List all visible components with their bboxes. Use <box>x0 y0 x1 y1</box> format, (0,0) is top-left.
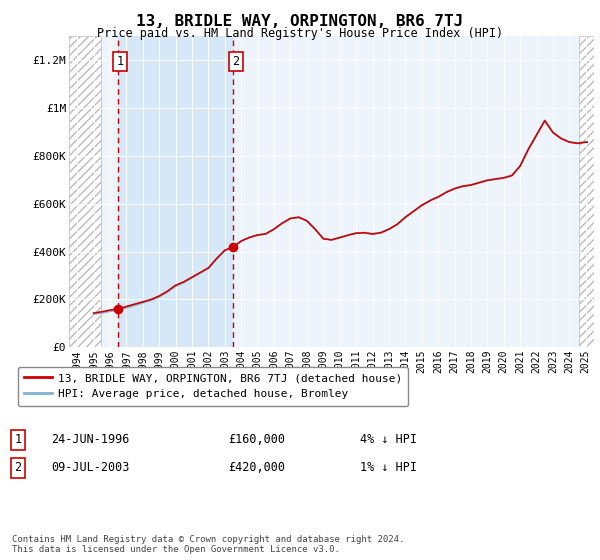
Text: 1% ↓ HPI: 1% ↓ HPI <box>360 461 417 474</box>
Text: 2: 2 <box>232 55 239 68</box>
Text: 09-JUL-2003: 09-JUL-2003 <box>51 461 130 474</box>
Text: 1: 1 <box>14 433 22 446</box>
Text: £420,000: £420,000 <box>228 461 285 474</box>
Text: Contains HM Land Registry data © Crown copyright and database right 2024.
This d: Contains HM Land Registry data © Crown c… <box>12 535 404 554</box>
Bar <box>579 36 594 347</box>
Text: 24-JUN-1996: 24-JUN-1996 <box>51 433 130 446</box>
Text: Price paid vs. HM Land Registry's House Price Index (HPI): Price paid vs. HM Land Registry's House … <box>97 27 503 40</box>
Text: £160,000: £160,000 <box>228 433 285 446</box>
Legend: 13, BRIDLE WAY, ORPINGTON, BR6 7TJ (detached house), HPI: Average price, detache: 13, BRIDLE WAY, ORPINGTON, BR6 7TJ (deta… <box>17 367 409 406</box>
Text: 1: 1 <box>116 55 124 68</box>
Text: 13, BRIDLE WAY, ORPINGTON, BR6 7TJ: 13, BRIDLE WAY, ORPINGTON, BR6 7TJ <box>136 14 464 29</box>
Text: 2: 2 <box>14 461 22 474</box>
Bar <box>118 36 233 347</box>
Text: 4% ↓ HPI: 4% ↓ HPI <box>360 433 417 446</box>
Bar <box>69 36 101 347</box>
